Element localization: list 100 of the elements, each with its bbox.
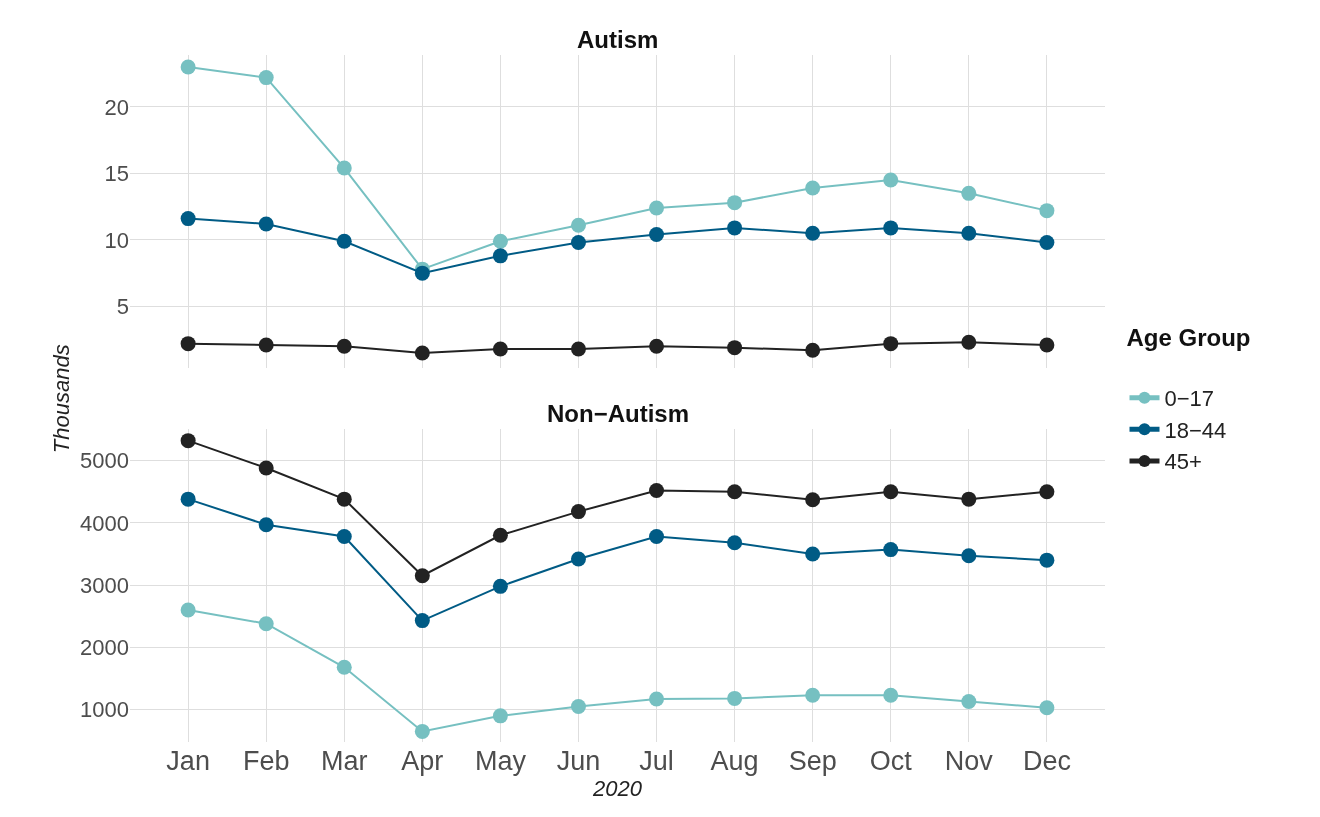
point [961,491,977,507]
point [336,659,352,675]
point [414,723,430,739]
point [180,491,196,507]
point [414,345,430,361]
point [1039,203,1055,219]
point [570,551,586,567]
point [805,492,821,508]
point [492,708,508,724]
point [961,694,977,710]
legend-title: Age Group [1126,323,1251,351]
point [649,227,665,243]
x-tick-label: Mar [321,746,368,776]
point [727,484,743,500]
x-tick-label: Jul [639,746,674,776]
point [961,225,977,241]
point [336,233,352,249]
point [258,616,274,632]
point [570,217,586,233]
x-tick-label: Jun [556,746,601,776]
point [649,691,665,707]
point [883,172,899,188]
point [180,602,196,618]
point [414,568,430,584]
point [805,180,821,196]
point [727,340,743,356]
point [492,578,508,594]
chart-title: Non−Autism [547,400,690,427]
point [336,529,352,545]
point [1039,337,1055,353]
point [570,235,586,251]
point [805,342,821,358]
point [180,433,196,449]
point [570,699,586,714]
y-tick-label: 10 [104,227,129,253]
point [727,195,743,211]
point [649,482,665,498]
point [649,529,665,545]
point [258,70,274,86]
point [180,211,196,227]
y-tick-label: 4000 [80,510,129,536]
point [883,336,899,352]
point [883,484,899,500]
x-tick-label: Sep [788,746,837,776]
legend-label: 18−44 [1164,417,1227,443]
point [570,504,586,520]
point [492,341,508,357]
point [1039,552,1055,568]
point [258,337,274,353]
point [492,233,508,249]
point [649,338,665,354]
point [961,334,977,350]
point [727,220,743,236]
y-tick-label: 2000 [80,635,129,661]
x-tick-label: May [474,746,527,776]
point [883,687,899,703]
x-tick-label: Aug [710,746,759,776]
point [570,341,586,357]
point [336,491,352,507]
point [414,265,430,281]
point [258,216,274,232]
point [805,687,821,703]
x-tick-label: Jan [166,746,210,776]
legend-label: 45+ [1164,449,1202,475]
x-tick-label: Oct [869,746,913,776]
chart-title: Autism [577,26,659,53]
point [727,535,743,551]
point [336,338,352,354]
y-tick-label: 15 [104,161,129,187]
x-tick-label: Feb [242,746,290,776]
point [180,59,196,75]
y-tick-label: 20 [104,94,129,120]
point [1039,484,1055,500]
point [961,548,977,564]
point [805,225,821,241]
point [258,460,274,476]
point [961,185,977,201]
x-tick-label: Nov [944,746,994,776]
y-tick-label: 5000 [80,448,129,474]
point [180,336,196,352]
x-axis-title: 2020 [592,776,643,801]
point [492,527,508,543]
point [492,248,508,264]
point [649,200,665,216]
point [1039,700,1055,716]
x-tick-label: Apr [401,746,444,776]
point [883,220,899,236]
point [414,613,430,629]
point [805,546,821,562]
point [727,690,743,706]
y-tick-label: 1000 [80,697,129,723]
point [336,160,352,176]
point [1039,235,1055,251]
legend-label: 0−17 [1164,386,1215,412]
y-axis-title: Thousands [49,344,75,454]
point [258,517,274,533]
point [883,542,899,558]
y-tick-label: 5 [116,294,129,320]
y-tick-label: 3000 [80,572,129,598]
x-tick-label: Dec [1022,746,1071,776]
